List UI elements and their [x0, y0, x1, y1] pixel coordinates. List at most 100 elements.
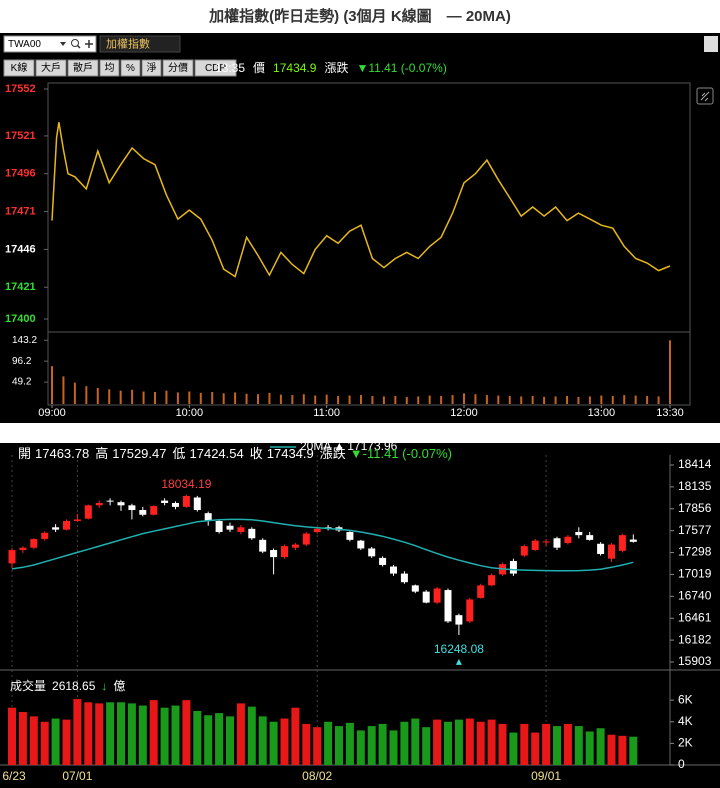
x-tick-label: 13:30 — [656, 407, 684, 419]
toolbar-button[interactable] — [35, 59, 67, 77]
candle-body — [270, 550, 278, 558]
volume-bar — [160, 707, 169, 765]
volume-bar — [324, 721, 333, 765]
search-icon — [76, 44, 81, 49]
y-tick-label: 4K — [678, 714, 693, 728]
volume-bar — [588, 396, 591, 404]
volume-bar — [279, 394, 282, 404]
candle-body — [422, 591, 430, 603]
toolbar-button[interactable] — [162, 59, 194, 77]
candle-body — [411, 585, 419, 592]
volume-bar — [531, 395, 534, 404]
volume-bar — [247, 706, 256, 765]
candle-body — [106, 500, 114, 502]
volume-bar — [382, 396, 385, 404]
candle-body — [455, 615, 463, 625]
toolbar-button[interactable] — [194, 59, 237, 77]
volume-bar — [73, 382, 76, 404]
toolbar-button[interactable] — [141, 59, 162, 77]
volume-bar — [51, 366, 53, 404]
volume-bar — [108, 389, 111, 404]
y-tick-label: 17856 — [678, 501, 712, 515]
toolbar-button[interactable] — [67, 59, 99, 77]
candle-body — [608, 544, 615, 559]
quote-part: 漲跌 — [324, 60, 348, 75]
candle-body — [553, 538, 561, 548]
toolbar-button[interactable] — [99, 59, 120, 77]
volume-bar — [337, 395, 340, 404]
corner-button[interactable] — [704, 36, 718, 52]
volume-value: 2618.65 — [52, 679, 96, 693]
volume-bar — [29, 716, 38, 765]
volume-bar — [268, 392, 271, 404]
volume-bar — [554, 396, 557, 404]
plot-frame — [47, 82, 691, 406]
volume-bar — [142, 391, 145, 404]
toolbar-button-label: 分價 — [168, 61, 188, 74]
symbol: TWA00 — [8, 39, 41, 50]
volume-bar — [360, 395, 362, 404]
quote-part: 17434.9 — [273, 61, 317, 75]
toolbar-button-label: K線 — [11, 61, 28, 74]
volume-bar — [389, 730, 398, 765]
volume-bar — [600, 395, 603, 404]
candle-body — [357, 540, 365, 549]
grid — [11, 455, 547, 765]
toolbar-button[interactable] — [120, 59, 141, 77]
candle-body — [193, 497, 201, 511]
y-tick-label: 17521 — [5, 130, 36, 142]
price-line — [51, 122, 671, 278]
y-tick-label: 17552 — [5, 83, 36, 95]
y-tick-label: 17019 — [678, 567, 712, 581]
candle-body — [8, 550, 16, 564]
high-label: 18034.19 — [161, 477, 211, 491]
x-tick-label: 11:00 — [313, 407, 340, 419]
y-tick-label: 17446 — [5, 243, 36, 255]
y-tick-label: 17496 — [5, 168, 36, 180]
volume-bar — [474, 394, 477, 404]
volume-bar — [394, 395, 397, 404]
volume-bar — [405, 396, 408, 404]
volume-unit: 億 — [113, 679, 125, 693]
candle-body — [63, 521, 70, 530]
candle-body — [313, 528, 321, 533]
volume-bar — [258, 716, 267, 765]
candle-body — [597, 543, 605, 554]
ohlc-label: 高 — [95, 446, 108, 461]
toolbar-button[interactable] — [3, 59, 35, 77]
volume-bar — [234, 392, 237, 404]
volume-bar — [451, 395, 454, 404]
volume-bar — [345, 722, 354, 765]
quote-part: 13:35 — [215, 61, 245, 75]
volume-bar — [85, 386, 88, 404]
candle-body — [84, 505, 92, 519]
volume-bar — [553, 726, 561, 765]
ma-arrow: ▲ — [333, 439, 345, 453]
x-tick-label: 13:00 — [588, 407, 616, 419]
quote-part: ▼11.41 (-0.07%) — [356, 61, 446, 75]
link-button[interactable] — [696, 87, 714, 105]
ma-legend: 20MA ▲ 17173.96 — [300, 439, 398, 453]
toolbar-button-label: 淨 — [147, 62, 157, 74]
candle-body — [520, 546, 528, 556]
candle-body — [509, 561, 517, 574]
toolbar-button-label: CDP — [205, 63, 226, 74]
volume-bar — [465, 718, 474, 765]
ohlc-value: 17424.54 — [190, 446, 244, 461]
ohlc-header: 開 17463.78 高 17529.47 低 17424.54 收 17434.9 漲跌 ▼-1… — [18, 446, 452, 461]
volume-bar — [371, 395, 374, 404]
candle-body — [618, 535, 626, 551]
volume-bar — [211, 391, 214, 404]
ohlc-value: 17529.47 — [112, 446, 166, 461]
candle-body — [161, 500, 169, 503]
volume-bar — [440, 395, 443, 404]
y-tick-label: 17577 — [678, 523, 712, 537]
volume-bar — [95, 703, 104, 765]
candle-body — [226, 525, 234, 530]
dropdown-icon[interactable] — [60, 42, 66, 46]
volume-bar — [542, 723, 551, 765]
volume-bar — [40, 721, 49, 765]
search-icon[interactable] — [71, 39, 79, 47]
volume-bar — [131, 389, 134, 404]
